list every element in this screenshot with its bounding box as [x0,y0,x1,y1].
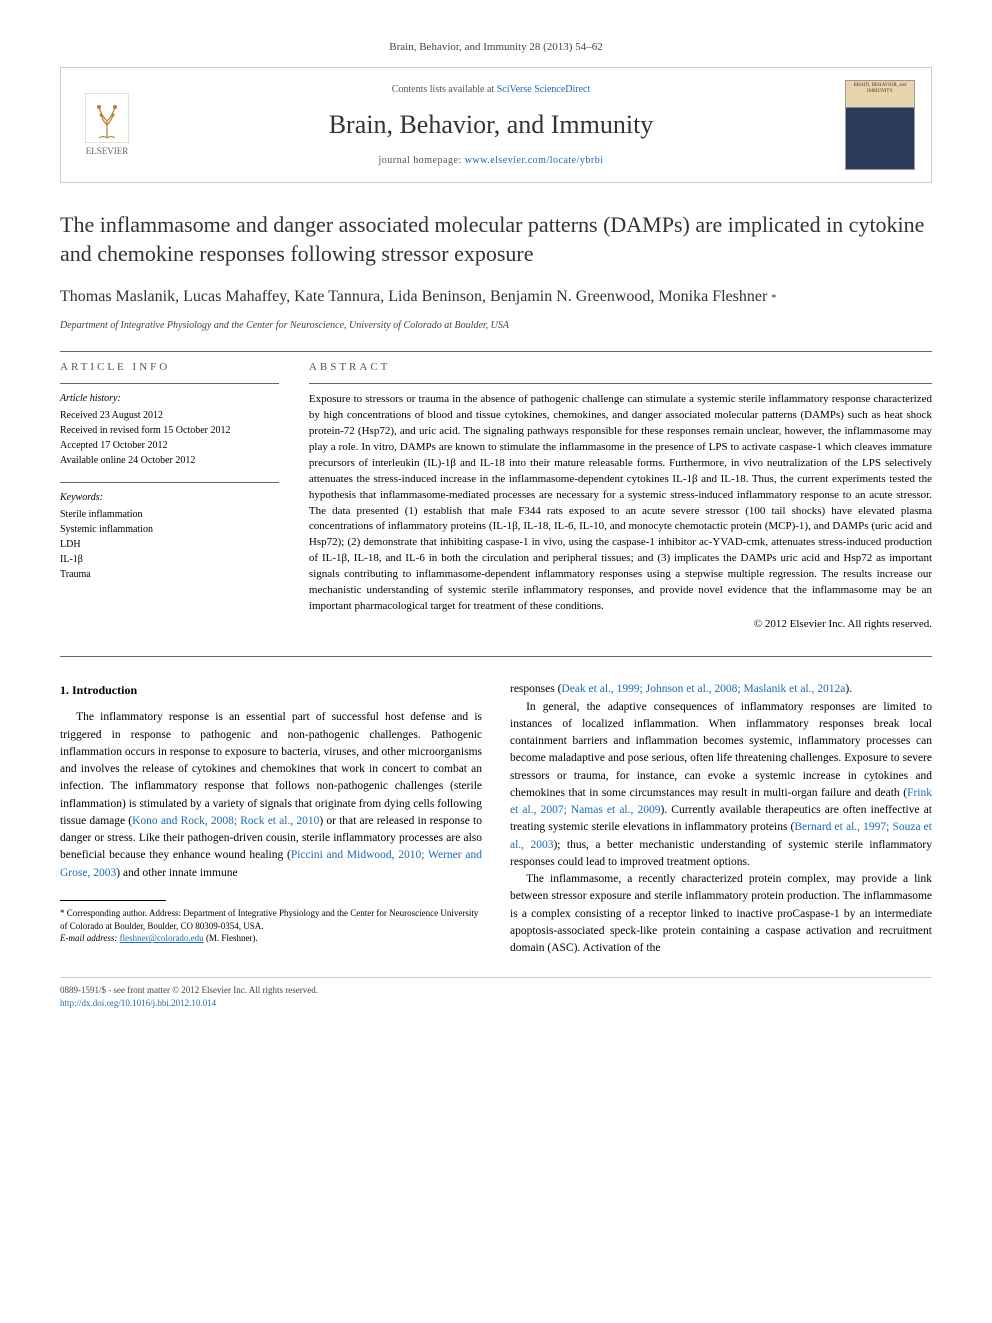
corresponding-author-footnote: * Corresponding author. Address: Departm… [60,907,482,932]
journal-name: Brain, Behavior, and Immunity [157,107,825,143]
section-heading-intro: 1. Introduction [60,681,482,699]
keyword: Trauma [60,567,279,582]
section-divider [60,656,932,657]
keyword: Systemic inflammation [60,522,279,537]
journal-cover-thumbnail[interactable]: BRAIN, BEHAVIOR, and IMMUNITY [845,80,915,170]
article-info-column: ARTICLE INFO Article history: Received 2… [60,360,279,633]
email-author-name: (M. Fleshner). [206,933,258,943]
abstract-copyright: © 2012 Elsevier Inc. All rights reserved… [309,617,932,632]
email-footnote: E-mail address: fleshner@colorado.edu (M… [60,932,482,945]
corresponding-email-link[interactable]: fleshner@colorado.edu [120,933,204,943]
body-paragraph: The inflammasome, a recently characteriz… [510,871,932,957]
contents-prefix: Contents lists available at [392,84,497,95]
sciencedirect-link[interactable]: SciVerse ScienceDirect [497,84,591,95]
publisher-logo[interactable]: ELSEVIER [77,90,137,160]
article-history-block: Article history: Received 23 August 2012… [60,392,279,468]
body-left-column: 1. Introduction The inflammatory respons… [60,681,482,957]
affiliation: Department of Integrative Physiology and… [60,319,932,333]
abstract-column: ABSTRACT Exposure to stressors or trauma… [309,360,932,633]
abstract-heading: ABSTRACT [309,360,932,375]
contents-available-line: Contents lists available at SciVerse Sci… [157,83,825,97]
keyword: LDH [60,537,279,552]
publisher-name: ELSEVIER [86,145,129,158]
authors-text: Thomas Maslanik, Lucas Mahaffey, Kate Ta… [60,288,767,305]
footer-issn-line: 0889-1591/$ - see front matter © 2012 El… [60,984,932,997]
abstract-divider [309,383,932,384]
homepage-prefix: journal homepage: [378,155,464,166]
keyword: IL-1β [60,552,279,567]
author-list: Thomas Maslanik, Lucas Mahaffey, Kate Ta… [60,285,932,309]
section-divider [60,351,932,352]
info-divider [60,383,279,384]
article-title: The inflammasome and danger associated m… [60,211,932,268]
body-paragraph: The inflammatory response is an essentia… [60,709,482,882]
body-right-column: responses (Deak et al., 1999; Johnson et… [510,681,932,957]
footnote-separator [60,900,166,901]
journal-homepage-link[interactable]: www.elsevier.com/locate/ybrbi [465,155,604,166]
page-footer: 0889-1591/$ - see front matter © 2012 El… [60,984,932,1009]
footer-divider [60,977,932,978]
history-received: Received 23 August 2012 [60,408,279,423]
body-paragraph: In general, the adaptive consequences of… [510,699,932,872]
journal-reference: Brain, Behavior, and Immunity 28 (2013) … [60,40,932,55]
corresponding-marker: * [771,293,776,304]
keywords-block: Keywords: Sterile inflammation Systemic … [60,491,279,582]
article-info-heading: ARTICLE INFO [60,360,279,375]
info-abstract-row: ARTICLE INFO Article history: Received 2… [60,360,932,633]
header-center: Contents lists available at SciVerse Sci… [137,83,845,167]
history-revised: Received in revised form 15 October 2012 [60,423,279,438]
info-divider [60,482,279,483]
keywords-title: Keywords: [60,491,279,505]
email-label: E-mail address: [60,933,117,943]
history-title: Article history: [60,392,279,406]
journal-header-box: ELSEVIER Contents lists available at Sci… [60,67,932,183]
history-online: Available online 24 October 2012 [60,453,279,468]
keyword: Sterile inflammation [60,507,279,522]
elsevier-tree-icon [85,93,129,143]
history-accepted: Accepted 17 October 2012 [60,438,279,453]
doi-link[interactable]: http://dx.doi.org/10.1016/j.bbi.2012.10.… [60,998,216,1008]
journal-homepage-line: journal homepage: www.elsevier.com/locat… [157,154,825,168]
cover-title: BRAIN, BEHAVIOR, and IMMUNITY [848,83,912,94]
abstract-text: Exposure to stressors or trauma in the a… [309,392,932,615]
body-two-column: 1. Introduction The inflammatory respons… [60,681,932,957]
body-paragraph: responses (Deak et al., 1999; Johnson et… [510,681,932,698]
